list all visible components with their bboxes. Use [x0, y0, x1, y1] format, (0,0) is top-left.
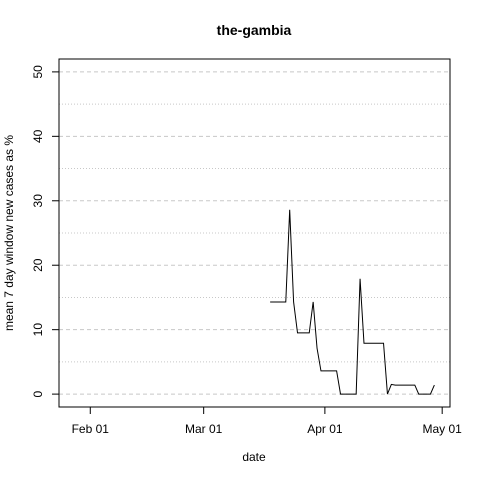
y-axis-label: mean 7 day window new cases as %: [2, 135, 16, 331]
y-tick-label: 0: [31, 390, 45, 397]
x-tick-label: May 01: [423, 422, 463, 436]
y-tick-label: 10: [31, 323, 45, 337]
series-line: [270, 209, 435, 395]
y-tick-label: 20: [31, 258, 45, 272]
grid-lines: [59, 71, 450, 395]
x-tick-label: Mar 01: [185, 422, 223, 436]
y-tick-label: 50: [31, 65, 45, 79]
x-tick-label: Feb 01: [72, 422, 110, 436]
x-axis: Feb 01 Mar 01 Apr 01 May 01: [72, 406, 463, 436]
chart-title: the-gambia: [217, 22, 292, 38]
series-group: [270, 209, 435, 395]
y-axis: 0 10 20 30 40 50: [31, 65, 60, 397]
x-tick-label: Apr 01: [307, 422, 343, 436]
y-tick-label: 40: [31, 129, 45, 143]
x-axis-label: date: [242, 450, 266, 464]
y-tick-label: 30: [31, 194, 45, 208]
